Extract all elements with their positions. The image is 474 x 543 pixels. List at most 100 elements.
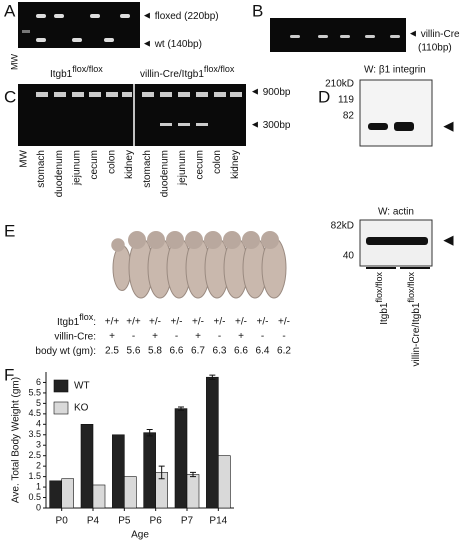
panel-label: D [318,87,330,106]
lane-label: duodenum [159,150,170,197]
bar [124,476,137,509]
cell: +/+ [105,317,120,328]
x-tick-label: P4 [87,516,100,527]
gel-bands [22,14,130,42]
blot-image [359,79,433,147]
mouse-head [111,238,125,252]
gel-bands [290,35,400,38]
x-tick-label: P5 [118,516,131,527]
bar [218,455,231,509]
arrowhead: ◄ [440,230,457,249]
cell: 6.6 [170,346,184,357]
cell: - [261,331,264,342]
blot-title: W: actin [378,207,414,218]
cell: +/- [278,317,290,328]
error-bar [146,429,153,437]
cell: +/- [235,317,247,328]
bar [61,478,74,509]
group-sup: flox/flox [204,64,235,74]
panel-label: C [4,87,16,106]
cell: 5.6 [127,346,141,357]
band-label: ◄ 900bp [250,87,291,98]
lane-label: kidney [230,150,241,179]
lane-label: colon [107,150,118,174]
marker: 40 [343,251,355,262]
lane-label: MW [19,149,30,167]
band-label: ◄ floxed (220bp) [142,11,219,22]
blot-band [368,123,388,130]
photo [111,231,287,299]
y-tick-label: 0 [36,502,41,512]
mouse [112,245,132,291]
group-label: Itgb1flox/flox [50,64,103,79]
error-bar [178,406,184,411]
row-label: Itgb1 [57,317,80,328]
group-name: villin-Cre/Itgb1 [411,302,422,366]
row-label: body wt (gm): [35,346,96,357]
cell: +/- [149,317,161,328]
marker: 82kD [331,221,354,232]
bar [92,484,106,509]
cell: + [238,331,244,342]
band-label: ◄ 300bp [250,120,291,131]
group-sup: flox/flox [72,64,103,74]
mouse-head [242,231,260,249]
x-tick-label: P6 [150,516,163,527]
cell: - [218,331,221,342]
y-tick-label: 0.5 [28,492,41,502]
panel-label: A [4,1,16,20]
cell: - [282,331,285,342]
band-label: floxed (220bp) [155,11,219,22]
group-label: Itgb1flox/flox [374,272,389,325]
group-name: villin-Cre/Itgb1 [140,69,204,80]
blot-band [366,237,428,245]
panel-label: B [252,1,263,20]
cell: +/- [257,317,269,328]
lane-label: duodenum [54,150,65,197]
y-axis-label: Ave. Total Body Weight (gm) [11,377,22,503]
row-tail: : [93,317,96,328]
y-tick-label: 6 [36,377,41,387]
panel-label: F [4,365,14,384]
y-tick-label: 5 [36,398,41,408]
bar [49,480,62,509]
legend-swatch [53,401,69,415]
lane-label: cecum [195,150,206,179]
band-label: 900bp [263,87,291,98]
cell: 2.5 [105,346,119,357]
error-bar [158,465,165,480]
cell: 5.8 [148,346,162,357]
marker: 82 [343,111,355,122]
lane-label: stomach [36,150,47,188]
x-tick-label: P14 [209,516,227,527]
y-tick-label: 4 [36,419,41,429]
bar [80,424,94,509]
legend-label: WT [74,381,90,392]
lane-label: stomach [142,150,153,188]
cell: - [175,331,178,342]
cell: 6.2 [277,346,291,357]
lane-label: kidney [124,150,135,179]
arrowhead: ◄ [440,116,457,135]
mouse-head [147,231,165,249]
band-label: ◄ villin-Cre [408,29,460,40]
cell: + [152,331,158,342]
bar [186,474,200,509]
y-tick-label: 2 [36,461,41,471]
lane-label: jejunum [177,150,188,186]
cell: +/+ [126,317,141,328]
y-tick-label: 2.5 [28,450,41,460]
error-bar [209,374,216,380]
mouse-head [261,231,279,249]
legend-label: KO [74,403,89,414]
cell: +/- [214,317,226,328]
x-tick-label: P0 [56,516,69,527]
group-name: Itgb1 [379,302,390,325]
lane-label: cecum [89,150,100,179]
cell: 6.6 [234,346,248,357]
row-label: Itgb1flox: [57,312,96,327]
group-label: villin-Cre/Itgb1flox/flox [406,272,421,367]
band-label: 300bp [263,120,291,131]
gel-image [270,18,406,52]
bar [174,408,188,509]
